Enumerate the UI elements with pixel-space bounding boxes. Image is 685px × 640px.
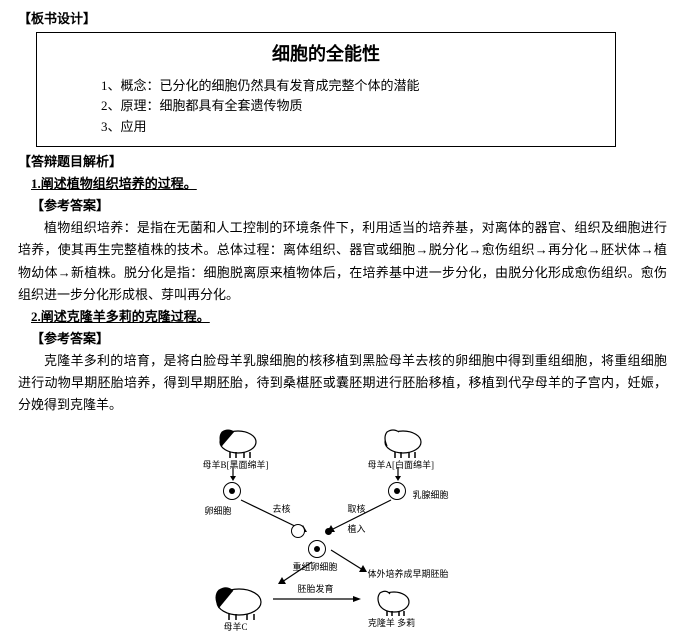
- arrow-diagonal-icon: [331, 550, 371, 574]
- defense-label: 【答辩题目解析】: [18, 151, 667, 173]
- sheep-icon: [208, 422, 264, 458]
- arrow-down-icon: [393, 467, 403, 481]
- q2-heading: 2.阐述克隆羊多莉的克隆过程。: [18, 306, 667, 328]
- implant-label: 植入: [348, 522, 366, 537]
- sheep-icon: [203, 580, 269, 620]
- sheep-c: 母羊C: [203, 580, 269, 635]
- embryo-dev-label: 胚胎发育: [298, 582, 334, 597]
- nucleus: [325, 528, 332, 535]
- q1-paragraph: 植物组织培养：是指在无菌和人工控制的环境条件下，利用适当的培养基，对离体的器官、…: [18, 217, 667, 305]
- q2-heading-text: 2.阐述克隆羊多莉的克隆过程。: [31, 309, 210, 324]
- enucleate-label: 取核: [348, 502, 366, 517]
- sheep-icon: [368, 584, 416, 616]
- egg-cell: [223, 482, 241, 500]
- enucleated-cell: [291, 524, 305, 538]
- sheep-b: 母羊B[黑面绵羊]: [203, 422, 269, 473]
- recomb-cell: [308, 540, 326, 558]
- clone-label: 克隆羊 多莉: [368, 616, 416, 631]
- clone-sheep: 克隆羊 多莉: [368, 584, 416, 631]
- ref-answer-1: 【参考答案】: [18, 195, 667, 217]
- board-item-3: 3、应用: [51, 117, 601, 138]
- mammary-cell-label: 乳腺细胞: [413, 488, 449, 503]
- sheep-a: 母羊A[白面绵羊]: [368, 422, 435, 473]
- board-design-label: 【板书设计】: [18, 8, 667, 30]
- board-item-2: 2、原理：细胞都具有全套遗传物质: [51, 96, 601, 117]
- board-title: 细胞的全能性: [51, 39, 601, 70]
- board-item-1: 1、概念：已分化的细胞仍然具有发育成完整个体的潜能: [51, 76, 601, 97]
- denucleate-label: 去核: [273, 502, 291, 517]
- q1-heading-text: 1.阐述植物组织培养的过程。: [31, 176, 197, 191]
- arrow-down-icon: [228, 467, 238, 481]
- sheep-icon: [373, 422, 429, 458]
- culture-label: 体外培养成早期胚胎: [368, 567, 449, 582]
- sheep-c-label: 母羊C: [203, 620, 269, 635]
- mammary-cell: [388, 482, 406, 500]
- ref-answer-2: 【参考答案】: [18, 328, 667, 350]
- q1-heading: 1.阐述植物组织培养的过程。: [18, 173, 667, 195]
- board-design-box: 细胞的全能性 1、概念：已分化的细胞仍然具有发育成完整个体的潜能 2、原理：细胞…: [36, 32, 616, 147]
- q2-paragraph: 克隆羊多利的培育，是将白脸母羊乳腺细胞的核移植到黑脸母羊去核的卵细胞中得到重组细…: [18, 350, 667, 416]
- egg-cell-label: 卵细胞: [205, 504, 232, 519]
